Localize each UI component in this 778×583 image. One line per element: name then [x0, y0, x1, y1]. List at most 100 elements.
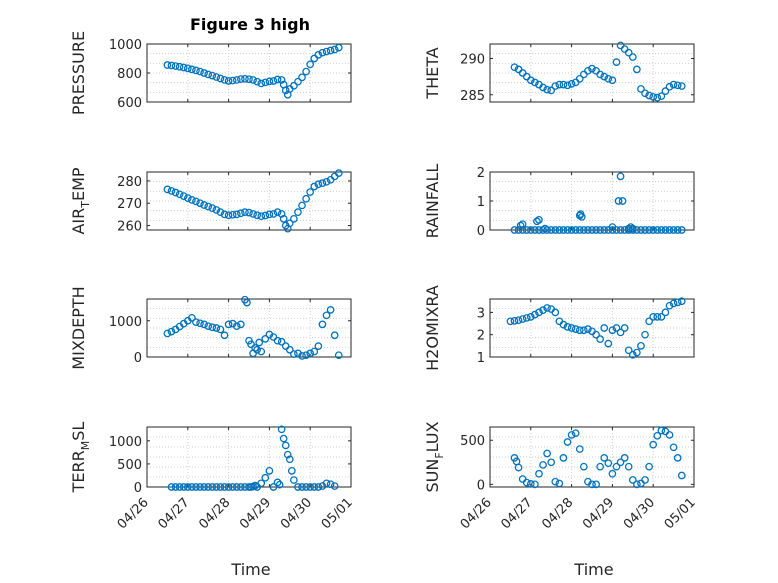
data-point [608, 226, 617, 234]
data-point [567, 324, 576, 332]
data-point [175, 62, 184, 71]
data-point [208, 71, 217, 80]
data-point [196, 67, 204, 76]
data-point [522, 478, 531, 487]
data-point [314, 483, 323, 491]
data-point [322, 311, 331, 320]
subplot-5: 0 1000 [109, 295, 352, 366]
data-point [592, 480, 600, 489]
data-point [665, 431, 674, 439]
data-point [200, 483, 208, 491]
data-point [188, 313, 196, 322]
data-point [220, 76, 229, 84]
data-point [555, 479, 564, 488]
y-axis-label-8: SUNFLUX [423, 421, 446, 492]
data-point [592, 330, 600, 339]
data-point [183, 194, 192, 202]
data-point [633, 480, 641, 489]
data-point [330, 331, 339, 340]
data-point [277, 76, 286, 84]
data-point [543, 85, 551, 94]
data-point [559, 454, 568, 462]
data-point [588, 480, 596, 489]
data-point [179, 483, 188, 491]
data-point [612, 462, 621, 471]
data-point [204, 322, 213, 331]
data-point [167, 327, 176, 336]
data-point [167, 61, 176, 70]
data-point [294, 77, 302, 86]
data-point [279, 214, 288, 223]
y-tick-label: 1000 [109, 38, 142, 53]
y-tick-label: 285 [460, 89, 485, 104]
data-point [677, 297, 686, 306]
data-point [641, 330, 649, 339]
data-point [167, 483, 176, 491]
plot-frame [146, 298, 352, 358]
data-point [514, 463, 523, 472]
data-point [571, 325, 580, 333]
data-point [220, 483, 229, 491]
data-point [551, 226, 560, 234]
data-point [318, 48, 327, 57]
data-point [510, 317, 519, 325]
data-point [253, 345, 262, 354]
data-point [677, 226, 686, 234]
data-point [584, 325, 592, 333]
data-point [290, 81, 298, 90]
data-point [236, 483, 245, 491]
data-point [212, 206, 221, 214]
data-point [192, 66, 200, 75]
data-point [283, 450, 292, 459]
data-point [628, 476, 637, 484]
data-point [318, 320, 327, 329]
data-point [251, 344, 259, 352]
data-point [608, 469, 617, 478]
scatter-series [510, 426, 686, 489]
data-point [200, 69, 208, 77]
data-point [261, 211, 270, 220]
data-point [575, 326, 584, 335]
data-point [281, 441, 290, 450]
subplot-2: 285 290 [460, 41, 695, 104]
data-point [543, 304, 551, 312]
data-point [673, 298, 682, 307]
data-point [600, 226, 609, 234]
data-point [196, 319, 204, 328]
y-tick-label: 2 [477, 166, 485, 181]
data-point [232, 483, 241, 491]
data-point [306, 188, 315, 196]
data-point [614, 197, 623, 205]
data-point [171, 62, 180, 70]
data-point [277, 337, 286, 346]
data-point [302, 67, 310, 76]
data-point [669, 226, 678, 234]
data-point [628, 350, 637, 359]
data-point [600, 324, 609, 332]
data-point [588, 64, 596, 73]
plot-frame [146, 171, 352, 231]
y-tick-label: 1 [477, 195, 485, 210]
data-point [196, 483, 204, 491]
data-point [624, 224, 633, 233]
data-point [539, 83, 547, 92]
y-axis-label-2: THETA [423, 47, 442, 99]
data-point [526, 312, 535, 321]
data-point [253, 211, 262, 220]
data-point [539, 226, 547, 234]
plot-frame [146, 426, 352, 488]
data-point [533, 217, 541, 226]
data-point [596, 462, 605, 471]
data-point [596, 335, 605, 344]
data-point [290, 350, 298, 358]
data-point [543, 449, 551, 458]
data-point [302, 351, 310, 360]
data-point [216, 483, 225, 491]
data-point [620, 226, 629, 234]
data-point [649, 93, 658, 101]
y-tick-label: 290 [460, 53, 485, 68]
data-point [596, 226, 605, 234]
data-point [302, 483, 310, 491]
data-point [281, 86, 290, 95]
data-point [641, 476, 649, 484]
